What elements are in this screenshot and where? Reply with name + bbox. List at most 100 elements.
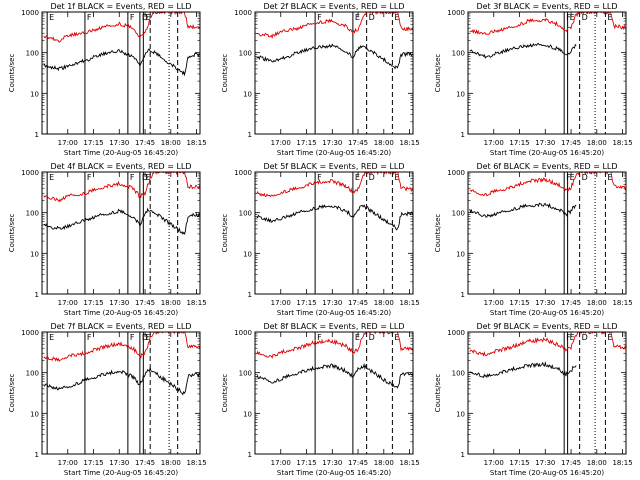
- y-tick-label: 10: [30, 90, 39, 98]
- annotation-letter: F: [87, 13, 92, 22]
- annotation-letter: F: [130, 13, 135, 22]
- x-tick-label: 17:30: [109, 459, 129, 467]
- x-tick-label: 17:30: [322, 459, 342, 467]
- y-tick-label: 1: [461, 131, 465, 139]
- x-axis-label: Start Time (20-Aug-05 16:45:20): [64, 309, 178, 317]
- x-tick-label: 18:00: [374, 139, 394, 147]
- plot-frame: [254, 171, 414, 295]
- chart-panel-3: Det 3f BLACK = Events, RED = LLD Counts/s…: [434, 2, 633, 157]
- y-tick-label: 100: [452, 50, 465, 58]
- x-tick-label: 18:00: [161, 459, 181, 467]
- y-tick-label: 1000: [447, 169, 465, 177]
- y-tick-label: 1: [35, 291, 39, 299]
- x-tick-label: 17:45: [135, 459, 155, 467]
- chart-title: Det 1f BLACK = Events, RED = LLD: [50, 2, 191, 11]
- y-tick-label: 100: [26, 50, 39, 58]
- annotation-letter: F: [130, 173, 135, 182]
- annotation-letter: D: [142, 13, 148, 22]
- x-tick-label: 17:30: [109, 299, 129, 307]
- x-axis-label: Start Time (20-Aug-05 16:45:20): [490, 309, 604, 317]
- x-tick-label: 17:00: [271, 299, 291, 307]
- annotation-letter: E: [49, 333, 54, 342]
- x-tick-label: 17:15: [83, 299, 103, 307]
- y-tick-label: 10: [30, 410, 39, 418]
- annotation-letter: E: [145, 13, 150, 22]
- annotation-letter: F: [566, 173, 571, 182]
- chart-panel-2: Det 2f BLACK = Events, RED = LLD Counts/s…: [221, 2, 420, 157]
- x-tick-label: 17:15: [509, 459, 529, 467]
- annotation-letter: D: [582, 173, 588, 182]
- plot-frame: [467, 331, 627, 455]
- chart-panel-5: Det 5f BLACK = Events, RED = LLD Counts/s…: [221, 162, 420, 317]
- x-tick-label: 17:15: [509, 299, 529, 307]
- annotation-letter: E: [355, 173, 360, 182]
- x-tick-label: 17:15: [296, 139, 316, 147]
- x-tick-label: 17:45: [561, 139, 581, 147]
- annotation-letter: E: [607, 333, 612, 342]
- y-tick-label: 1000: [21, 329, 39, 337]
- y-axis-label: Counts/sec: [434, 214, 442, 253]
- x-tick-label: 18:00: [587, 459, 607, 467]
- annotation-letter: E: [49, 173, 54, 182]
- plot-frame: [41, 331, 201, 455]
- y-tick-label: 1000: [234, 169, 252, 177]
- x-axis-label: Start Time (20-Aug-05 16:45:20): [277, 469, 391, 477]
- annotation-letter: E: [607, 173, 612, 182]
- annotation-letter: E: [570, 333, 575, 342]
- series-events-line: [469, 202, 577, 218]
- annotation-letter: E: [570, 173, 575, 182]
- x-tick-label: 18:00: [374, 459, 394, 467]
- annotation-letter: D: [369, 173, 375, 182]
- chart-title: Det 9f BLACK = Events, RED = LLD: [476, 322, 617, 331]
- y-tick-label: 100: [26, 210, 39, 218]
- x-tick-label: 17:15: [83, 139, 103, 147]
- series-lld-line: [469, 172, 626, 197]
- x-tick-label: 17:45: [135, 299, 155, 307]
- y-axis-label: Counts/sec: [221, 374, 229, 413]
- x-tick-label: 17:30: [535, 299, 555, 307]
- x-tick-label: 17:45: [561, 459, 581, 467]
- x-tick-label: 17:30: [535, 459, 555, 467]
- x-tick-label: 17:30: [322, 139, 342, 147]
- chart-panel-9: Det 9f BLACK = Events, RED = LLD Counts/s…: [434, 322, 633, 477]
- annotation-letter: F: [87, 173, 92, 182]
- chart-title: Det 8f BLACK = Events, RED = LLD: [263, 322, 404, 331]
- chart-panel-4: Det 4f BLACK = Events, RED = LLD Counts/s…: [8, 162, 207, 317]
- y-tick-label: 100: [452, 210, 465, 218]
- x-tick-label: 18:15: [612, 299, 632, 307]
- x-tick-label: 17:00: [484, 139, 504, 147]
- series-lld-line: [256, 332, 413, 359]
- y-tick-label: 1: [248, 291, 252, 299]
- y-axis-label: Counts/sec: [221, 54, 229, 93]
- x-tick-label: 18:00: [587, 299, 607, 307]
- y-axis-label: Counts/sec: [221, 214, 229, 253]
- x-tick-label: 17:30: [535, 139, 555, 147]
- annotation-letter: D: [142, 173, 148, 182]
- annotation-letter: E: [145, 333, 150, 342]
- x-tick-label: 18:15: [186, 139, 206, 147]
- y-axis-label: Counts/sec: [434, 374, 442, 413]
- x-tick-label: 17:00: [58, 139, 78, 147]
- y-tick-label: 1000: [447, 329, 465, 337]
- x-tick-label: 17:00: [58, 299, 78, 307]
- annotation-letter: F: [317, 13, 322, 22]
- x-tick-label: 17:00: [271, 139, 291, 147]
- x-tick-label: 18:15: [612, 139, 632, 147]
- x-tick-label: 17:30: [109, 139, 129, 147]
- y-tick-label: 1: [35, 451, 39, 459]
- chart-title: Det 4f BLACK = Events, RED = LLD: [50, 162, 191, 171]
- annotation-letter: E: [394, 13, 399, 22]
- chart-panel-8: Det 8f BLACK = Events, RED = LLD Counts/s…: [221, 322, 420, 477]
- chart-title: Det 3f BLACK = Events, RED = LLD: [476, 2, 617, 11]
- y-tick-label: 100: [452, 370, 465, 378]
- x-axis-label: Start Time (20-Aug-05 16:45:20): [490, 469, 604, 477]
- y-tick-label: 10: [456, 410, 465, 418]
- chart-title: Det 5f BLACK = Events, RED = LLD: [263, 162, 404, 171]
- y-axis-label: Counts/sec: [8, 374, 16, 413]
- y-tick-label: 10: [243, 410, 252, 418]
- x-axis-label: Start Time (20-Aug-05 16:45:20): [64, 149, 178, 157]
- x-axis-label: Start Time (20-Aug-05 16:45:20): [277, 309, 391, 317]
- series-events-line: [469, 42, 577, 59]
- plot-frame: [467, 11, 627, 135]
- annotation-letter: D: [142, 333, 148, 342]
